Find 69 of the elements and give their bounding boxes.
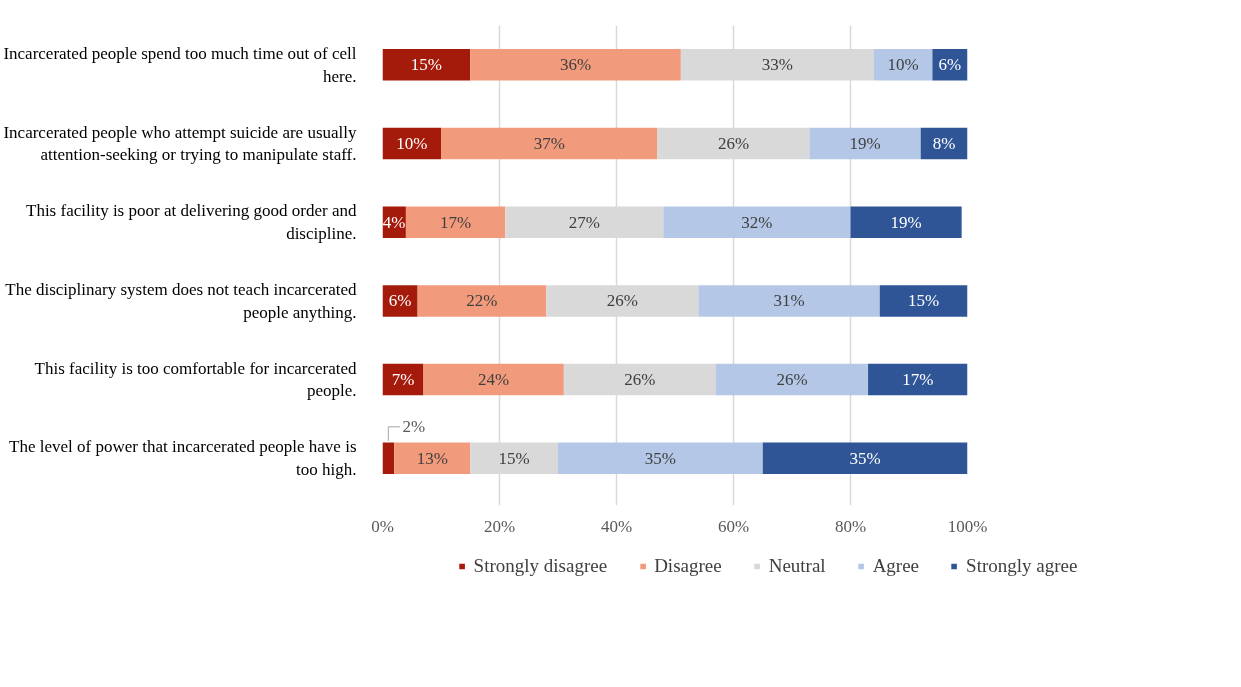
bar — [657, 127, 810, 160]
y-tick-label: The level of power that incarcerated people have is too high. — [9, 437, 357, 480]
data-label: 17% — [440, 212, 472, 232]
bar — [382, 49, 471, 81]
data-label: 19% — [890, 212, 922, 232]
data-label: 10% — [887, 55, 919, 75]
bar — [423, 363, 564, 396]
y-tick-label: This facility is too comfortable for incarcerated people. — [34, 358, 357, 401]
x-tick-label: 20% — [483, 516, 516, 536]
bar — [879, 285, 968, 317]
data-label: 7% — [391, 370, 415, 390]
data-label: 26% — [606, 291, 638, 311]
bar — [563, 363, 716, 396]
bar — [441, 127, 658, 160]
legend-label: Agree — [872, 554, 920, 577]
bar — [505, 206, 664, 238]
bar — [698, 285, 880, 317]
x-tick-label: 80% — [834, 516, 867, 536]
bar — [715, 363, 869, 396]
data-label: 17% — [902, 370, 934, 390]
data-label: 13% — [416, 448, 448, 468]
data-label: 4% — [382, 212, 406, 232]
data-label: 26% — [717, 134, 750, 154]
data-label: 2% — [402, 417, 426, 437]
data-label: 36% — [559, 55, 592, 75]
y-tick-label: This facility is poor at delivering good order and discipline. — [26, 201, 357, 244]
bar — [873, 49, 933, 81]
y-tick-label: The disciplinary system does not teach incarcerated people anything. — [5, 280, 357, 322]
data-label: 15% — [908, 291, 940, 311]
data-label: 24% — [478, 370, 510, 390]
data-label: 6% — [938, 55, 962, 75]
data-label: 19% — [849, 134, 881, 154]
data-label: 10% — [396, 134, 428, 154]
bar — [417, 285, 547, 317]
bar — [868, 363, 968, 396]
bar — [405, 206, 506, 238]
data-label: 15% — [498, 448, 530, 468]
legend-label: Disagree — [654, 554, 722, 577]
data-label: 26% — [776, 370, 808, 390]
legend-label: Strongly disagree — [473, 554, 608, 577]
bar — [850, 206, 962, 238]
data-label: 26% — [624, 370, 656, 390]
bar — [558, 442, 763, 475]
x-tick-label: 60% — [717, 516, 750, 536]
legend-label: Strongly agree — [966, 554, 1078, 577]
data-label: 33% — [761, 55, 793, 75]
bar — [382, 442, 395, 475]
data-label: 6% — [388, 291, 412, 311]
y-tick-label: Incarcerated people who attempt suicide are usually attention-seeking or trying to manipulate staff. — [3, 122, 357, 165]
bar — [663, 206, 851, 238]
data-label: 31% — [773, 291, 805, 311]
data-label: 8% — [932, 134, 956, 154]
data-label: 22% — [466, 291, 498, 311]
bar — [762, 442, 968, 475]
data-label: 15% — [410, 55, 442, 75]
data-label: 37% — [533, 134, 565, 154]
bar — [546, 285, 699, 317]
bar — [470, 49, 681, 81]
x-tick-label: 100% — [947, 516, 988, 536]
data-label: 35% — [849, 448, 881, 468]
y-tick-label: Incarcerated people spend too much time out of cell here. — [3, 43, 357, 86]
bar — [809, 127, 921, 160]
bar — [394, 442, 471, 475]
x-tick-label: 40% — [600, 516, 633, 536]
data-label: 35% — [644, 448, 676, 468]
data-label: 32% — [741, 212, 773, 232]
legend-label: Neutral — [768, 554, 826, 577]
data-label: 27% — [568, 212, 600, 232]
x-tick-label: 0% — [371, 516, 394, 536]
